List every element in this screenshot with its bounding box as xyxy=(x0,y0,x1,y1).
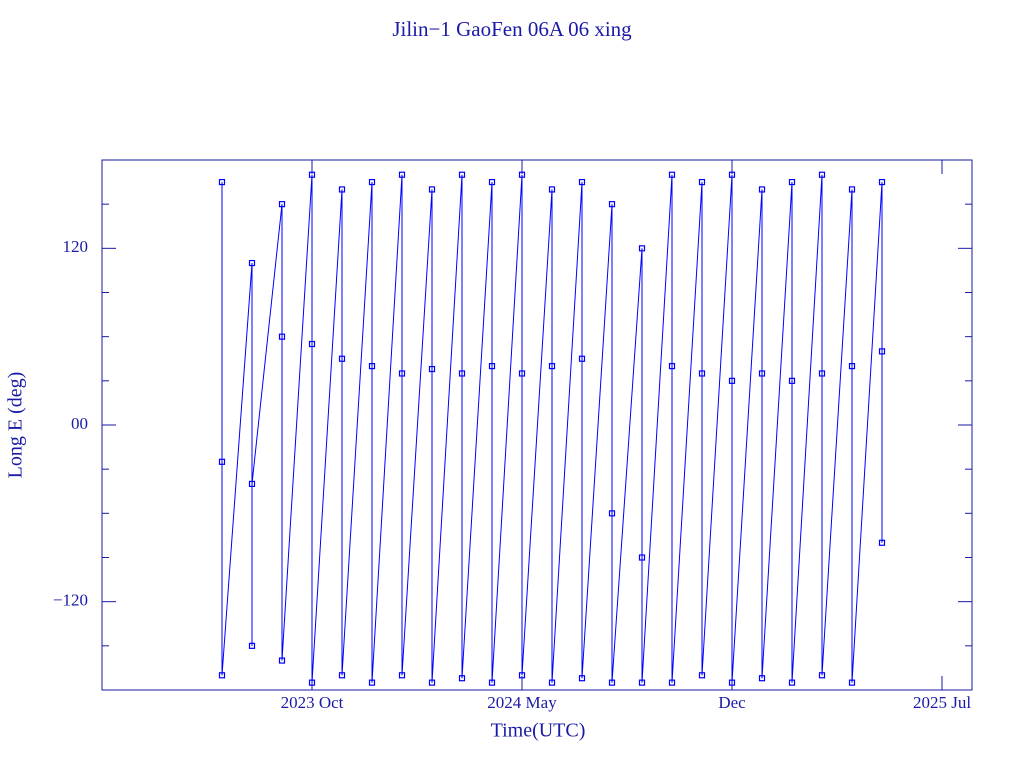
data-point xyxy=(608,679,616,686)
x-tick-label: 2023 Oct xyxy=(281,693,344,712)
data-point xyxy=(458,171,466,178)
data-point xyxy=(818,370,826,377)
data-point xyxy=(278,333,286,340)
data-point xyxy=(878,178,886,186)
data-point xyxy=(848,363,856,370)
data-point xyxy=(548,679,556,686)
data-point xyxy=(788,178,796,186)
data-point xyxy=(398,171,406,178)
data-point xyxy=(818,171,826,178)
data-point xyxy=(338,355,346,362)
data-point xyxy=(608,201,616,208)
data-point xyxy=(848,186,856,193)
data-point xyxy=(458,370,466,377)
data-point xyxy=(398,370,406,377)
data-point xyxy=(668,171,676,178)
x-tick-label: Dec xyxy=(718,693,746,712)
data-line xyxy=(221,174,883,683)
data-point xyxy=(638,554,646,561)
data-point xyxy=(308,171,316,178)
data-point xyxy=(788,377,796,384)
data-point xyxy=(428,186,436,193)
data-point xyxy=(218,178,226,186)
data-point xyxy=(368,178,376,186)
x-tick-label: 2025 Jul xyxy=(913,693,971,712)
data-point xyxy=(518,672,526,679)
data-point xyxy=(518,171,526,178)
data-point xyxy=(398,672,406,679)
data-point xyxy=(278,657,286,664)
data-point xyxy=(578,675,586,682)
data-point xyxy=(488,178,496,186)
data-point xyxy=(278,201,286,208)
data-point xyxy=(728,679,736,686)
data-point xyxy=(488,363,496,370)
data-point xyxy=(428,679,436,686)
data-point xyxy=(728,377,736,384)
data-point xyxy=(218,672,226,679)
data-point xyxy=(758,675,766,682)
data-point xyxy=(668,679,676,686)
data-point xyxy=(668,363,676,370)
data-point xyxy=(458,675,466,682)
data-point xyxy=(578,178,586,186)
data-point xyxy=(878,539,886,546)
data-point xyxy=(548,186,556,193)
data-point xyxy=(248,259,256,267)
data-point xyxy=(848,679,856,686)
data-point xyxy=(638,679,646,686)
data-point xyxy=(788,679,796,686)
y-axis-label: Long E (deg) xyxy=(5,372,27,479)
y-tick-label: 00 xyxy=(71,414,88,433)
data-point xyxy=(878,348,886,355)
data-point xyxy=(548,363,556,370)
chart-title: Jilin−1 GaoFen 06A 06 xing xyxy=(392,17,632,41)
data-point xyxy=(698,672,706,679)
data-point xyxy=(578,355,586,362)
data-point xyxy=(248,642,256,649)
y-tick-label: −120 xyxy=(53,591,88,610)
data-point xyxy=(518,370,526,377)
data-point xyxy=(368,363,376,370)
data-point xyxy=(308,340,316,348)
data-point xyxy=(698,370,706,377)
data-point xyxy=(368,679,376,686)
data-point xyxy=(428,365,436,373)
data-point xyxy=(338,672,346,679)
data-point xyxy=(488,679,496,686)
y-tick-label: 120 xyxy=(63,237,89,256)
data-point xyxy=(308,679,316,686)
data-point xyxy=(218,458,226,465)
data-point xyxy=(338,186,346,193)
x-axis-label: Time(UTC) xyxy=(491,720,586,742)
data-point xyxy=(728,171,736,178)
data-point xyxy=(638,245,646,252)
x-tick-label: 2024 May xyxy=(487,693,557,712)
data-point xyxy=(758,370,766,377)
data-point xyxy=(248,480,256,487)
data-point xyxy=(608,510,616,517)
data-point xyxy=(758,186,766,193)
data-point xyxy=(818,672,826,679)
data-point xyxy=(698,178,706,186)
